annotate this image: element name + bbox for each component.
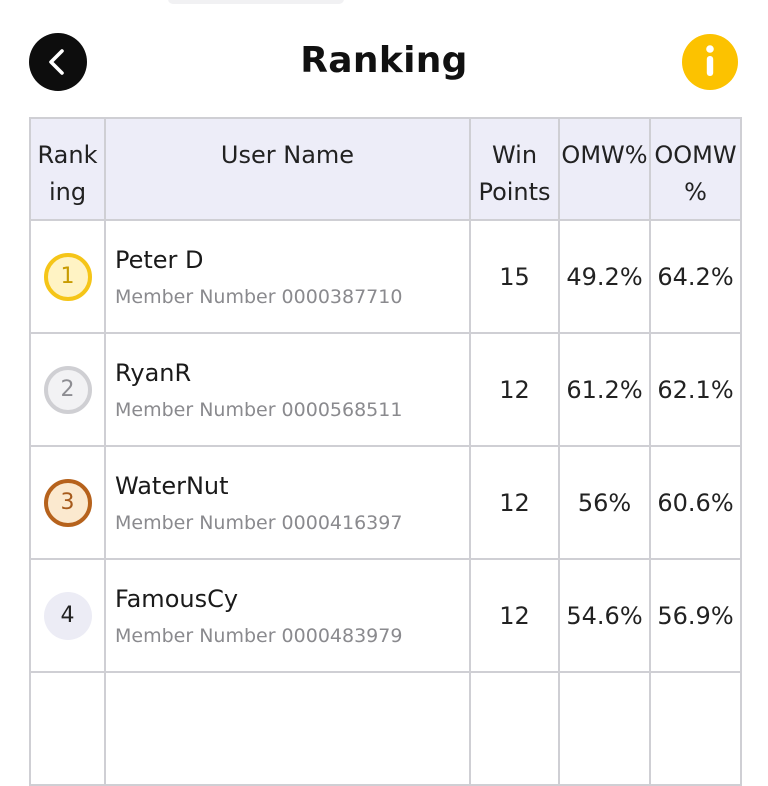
user-cell: FamousCy Member Number 0000483979	[104, 558, 471, 673]
header-user-name: User Name	[104, 117, 471, 221]
table-row[interactable]: 2 RyanR Member Number 0000568511 12 61.2…	[29, 332, 742, 447]
user-name: RyanR	[115, 358, 192, 387]
win-points-cell: 15	[469, 219, 560, 334]
omw-cell: 54.6%	[558, 558, 651, 673]
table-header-row: Rank ing User Name Win Points OMW% OOMW …	[29, 117, 742, 221]
header-omw: OMW%	[558, 117, 651, 221]
user-cell: RyanR Member Number 0000568511	[104, 332, 471, 447]
chevron-left-icon	[49, 49, 64, 75]
omw-cell: 49.2%	[558, 219, 651, 334]
header-win-points: Win Points	[469, 117, 560, 221]
user-name: FamousCy	[115, 584, 239, 613]
member-number: Member Number 0000416397	[115, 511, 403, 534]
user-cell: Peter D Member Number 0000387710	[104, 219, 471, 334]
header-ranking: Rank ing	[29, 117, 106, 221]
member-number: Member Number 0000387710	[115, 285, 403, 308]
win-points-cell: 12	[469, 332, 560, 447]
user-name: Peter D	[115, 245, 204, 274]
rank-cell: 4	[29, 558, 106, 673]
silver-medal-icon: 2	[43, 365, 92, 414]
member-number: Member Number 0000568511	[115, 398, 403, 421]
header-oomw: OOMW %	[649, 117, 742, 221]
user-cell: WaterNut Member Number 0000416397	[104, 445, 471, 560]
omw-cell: 61.2%	[558, 332, 651, 447]
table-row[interactable]	[29, 671, 742, 786]
gold-medal-icon: 1	[43, 252, 92, 301]
user-cell	[104, 671, 471, 786]
user-name: WaterNut	[115, 471, 229, 500]
ranking-table: Rank ing User Name Win Points OMW% OOMW …	[29, 117, 742, 786]
top-drag-handle	[168, 0, 344, 4]
info-icon	[706, 45, 714, 76]
rank-cell: 3	[29, 445, 106, 560]
table-row[interactable]: 4 FamousCy Member Number 0000483979 12 5…	[29, 558, 742, 673]
oomw-cell	[649, 671, 742, 786]
page-title: Ranking	[300, 40, 468, 81]
table-row[interactable]: 3 WaterNut Member Number 0000416397 12 5…	[29, 445, 742, 560]
omw-cell	[558, 671, 651, 786]
bronze-medal-icon: 3	[43, 478, 92, 527]
rank-cell: 2	[29, 332, 106, 447]
table-row[interactable]: 1 Peter D Member Number 0000387710 15 49…	[29, 219, 742, 334]
rank-badge: 4	[43, 591, 92, 640]
rank-cell	[29, 671, 106, 786]
win-points-cell: 12	[469, 558, 560, 673]
info-button[interactable]	[682, 34, 738, 90]
omw-cell: 56%	[558, 445, 651, 560]
back-button[interactable]	[29, 33, 87, 91]
win-points-cell	[469, 671, 560, 786]
win-points-cell: 12	[469, 445, 560, 560]
page-header: Ranking	[0, 0, 768, 118]
oomw-cell: 64.2%	[649, 219, 742, 334]
oomw-cell: 60.6%	[649, 445, 742, 560]
oomw-cell: 62.1%	[649, 332, 742, 447]
oomw-cell: 56.9%	[649, 558, 742, 673]
rank-cell: 1	[29, 219, 106, 334]
member-number: Member Number 0000483979	[115, 624, 403, 647]
